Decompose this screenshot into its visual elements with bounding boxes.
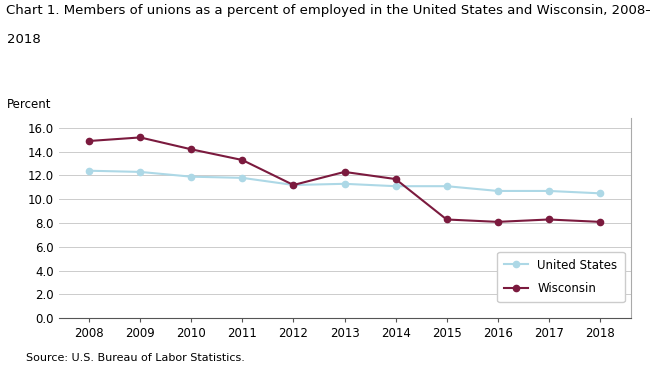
Wisconsin — [187, 147, 195, 152]
Line: Wisconsin: Wisconsin — [86, 134, 603, 225]
Wisconsin — [545, 217, 552, 222]
United States — [596, 191, 604, 195]
Wisconsin — [494, 220, 502, 224]
United States — [443, 184, 450, 188]
Wisconsin — [289, 183, 297, 187]
United States — [545, 189, 552, 193]
Text: Percent: Percent — [6, 98, 51, 111]
Text: Chart 1. Members of unions as a percent of employed in the United States and Wis: Chart 1. Members of unions as a percent … — [6, 4, 650, 17]
United States — [392, 184, 400, 188]
Wisconsin — [443, 217, 450, 222]
Text: 2018: 2018 — [6, 33, 40, 46]
United States — [136, 170, 144, 174]
United States — [494, 189, 502, 193]
United States — [187, 174, 195, 179]
Text: Source: U.S. Bureau of Labor Statistics.: Source: U.S. Bureau of Labor Statistics. — [26, 353, 245, 363]
Wisconsin — [85, 139, 93, 143]
Wisconsin — [341, 170, 348, 174]
Wisconsin — [596, 220, 604, 224]
United States — [239, 176, 246, 180]
Wisconsin — [392, 177, 400, 181]
Line: United States: United States — [86, 168, 603, 196]
United States — [85, 168, 93, 173]
Wisconsin — [239, 158, 246, 162]
United States — [341, 182, 348, 186]
Wisconsin — [136, 135, 144, 139]
Legend: United States, Wisconsin: United States, Wisconsin — [497, 252, 625, 302]
United States — [289, 183, 297, 187]
